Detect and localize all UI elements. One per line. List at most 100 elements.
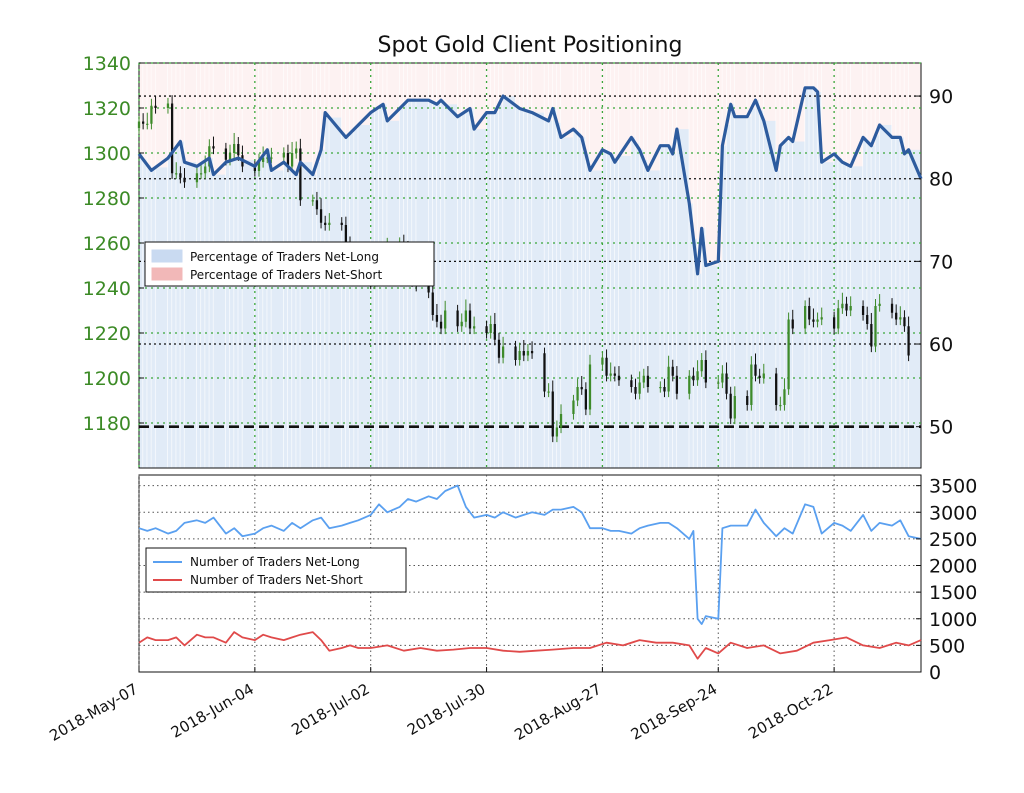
- net-long-band: [792, 141, 805, 469]
- net-short-band: [556, 63, 561, 123]
- candle-body: [870, 324, 873, 347]
- x-tick-label: 2018-Jul-30: [404, 680, 488, 739]
- trader-count-line: [138, 484, 922, 625]
- net-long-band: [184, 162, 197, 469]
- net-short-band: [614, 63, 619, 163]
- candle-body: [485, 326, 488, 333]
- net-short-band: [548, 63, 553, 121]
- net-long-band: [610, 153, 615, 468]
- candle-body: [832, 317, 836, 329]
- net-long-band: [523, 109, 528, 468]
- candle-body: [464, 310, 468, 322]
- candle-body: [605, 357, 608, 376]
- count-tick-label: 2500: [929, 529, 977, 551]
- net-long-band: [254, 166, 259, 468]
- net-short-band: [494, 63, 499, 113]
- net-long-band: [664, 145, 669, 468]
- candle-body: [328, 222, 331, 225]
- candle-body: [311, 200, 314, 202]
- net-long-band: [329, 117, 342, 468]
- net-long-band: [238, 158, 242, 468]
- net-short-band: [176, 63, 180, 148]
- net-long-band: [358, 124, 371, 468]
- legend-label: Number of Traders Net-Short: [190, 573, 363, 587]
- net-short-band: [213, 63, 226, 175]
- net-short-band: [486, 63, 491, 113]
- candle-body: [758, 375, 761, 378]
- net-long-band: [755, 100, 760, 468]
- net-short-band: [676, 63, 689, 130]
- candle-body: [779, 405, 782, 407]
- candle-body: [845, 303, 848, 311]
- net-long-band: [900, 137, 904, 468]
- net-short-band: [842, 63, 846, 163]
- net-short-band: [209, 63, 213, 159]
- net-long-band: [896, 137, 900, 468]
- net-short-band: [428, 63, 433, 101]
- net-short-band: [445, 63, 457, 105]
- net-short-band: [515, 63, 520, 106]
- candle-body: [551, 391, 554, 437]
- net-long-band: [904, 153, 908, 468]
- net-short-band: [734, 63, 747, 117]
- net-long-band: [312, 174, 317, 468]
- net-short-band: [147, 63, 151, 165]
- candle-body: [700, 360, 703, 372]
- net-long-band: [635, 143, 640, 468]
- net-short-band: [879, 63, 892, 125]
- net-long-band: [879, 124, 892, 468]
- candle-body: [204, 166, 207, 174]
- net-long-band: [196, 166, 201, 468]
- net-long-band: [151, 170, 155, 468]
- vertical-grid: [138, 63, 835, 468]
- net-long-band: [503, 96, 515, 469]
- net-short-band: [602, 63, 606, 150]
- net-long-band: [267, 149, 271, 469]
- net-short-band: [180, 63, 184, 142]
- net-long-band: [763, 120, 776, 468]
- net-short-band: [581, 63, 586, 138]
- candle-body: [675, 375, 679, 394]
- net-short-band: [267, 63, 271, 150]
- net-short-band: [589, 63, 602, 171]
- net-long-band: [263, 155, 267, 469]
- price-tick-label: 1220: [83, 323, 131, 345]
- net-long-band: [693, 238, 697, 468]
- net-long-band: [730, 104, 735, 468]
- net-long-band: [436, 104, 441, 468]
- net-short-band: [647, 63, 660, 171]
- net-short-band: [784, 63, 788, 142]
- net-long-band: [668, 145, 673, 468]
- candle-body: [791, 319, 794, 329]
- candle-body: [729, 393, 732, 419]
- net-short-band: [296, 63, 300, 175]
- candle-body: [431, 292, 434, 315]
- candle-body: [754, 364, 757, 376]
- net-long-band: [585, 153, 590, 468]
- net-short-band: [196, 63, 201, 167]
- net-long-band: [180, 141, 184, 469]
- net-long-band: [722, 145, 726, 468]
- candle-body: [580, 387, 583, 390]
- net-short-band: [821, 63, 834, 163]
- legend-label: Percentage of Traders Net-Short: [190, 268, 382, 282]
- net-long-band: [292, 170, 296, 468]
- net-short-band: [780, 63, 784, 146]
- net-short-band: [470, 63, 474, 109]
- candle-body: [224, 148, 228, 160]
- candle-body: [261, 157, 265, 162]
- net-short-band: [792, 63, 805, 142]
- candle-body: [460, 321, 463, 327]
- net-long-band: [892, 137, 896, 468]
- candle-body: [444, 310, 447, 329]
- candle-body: [315, 200, 319, 210]
- legend-label: Percentage of Traders Net-Long: [190, 250, 379, 264]
- net-long-band: [863, 137, 867, 468]
- net-short-band: [867, 63, 871, 142]
- net-long-band: [519, 108, 524, 469]
- candle-body: [208, 146, 211, 167]
- candle-body: [837, 308, 840, 329]
- candle-body: [170, 103, 174, 174]
- net-long-band: [287, 166, 292, 468]
- net-long-band: [470, 108, 474, 469]
